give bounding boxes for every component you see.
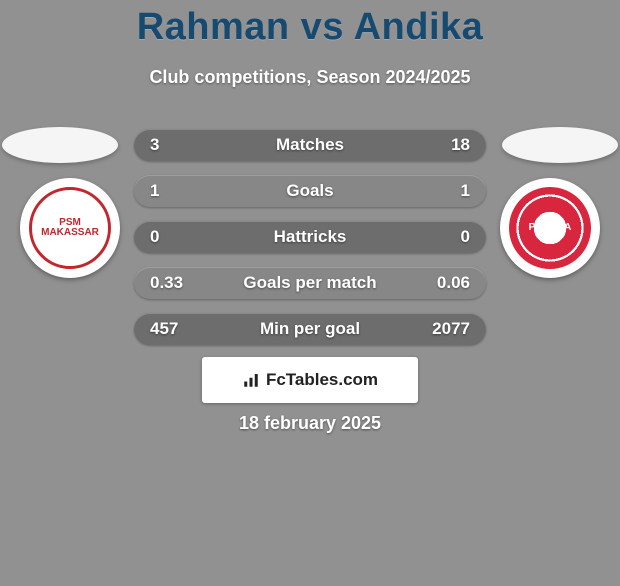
stat-row: 0Hattricks0 bbox=[134, 221, 486, 253]
stat-value-right: 0 bbox=[410, 227, 470, 247]
stat-label: Hattricks bbox=[210, 227, 410, 247]
stat-value-right: 1 bbox=[410, 181, 470, 201]
bar-chart-icon bbox=[242, 371, 260, 389]
subtitle: Club competitions, Season 2024/2025 bbox=[0, 67, 620, 88]
stat-label: Matches bbox=[210, 135, 410, 155]
stat-row: 457Min per goal2077 bbox=[134, 313, 486, 345]
date-label: 18 february 2025 bbox=[0, 413, 620, 434]
stat-value-left: 457 bbox=[150, 319, 210, 339]
stat-row: 3Matches18 bbox=[134, 129, 486, 161]
stat-value-left: 3 bbox=[150, 135, 210, 155]
player-photo-left bbox=[2, 127, 118, 163]
page-title: Rahman vs Andika bbox=[0, 6, 620, 49]
stat-label: Goals bbox=[210, 181, 410, 201]
stat-label: Goals per match bbox=[210, 273, 410, 293]
stats-table: 3Matches18 1Goals1 0Hattricks0 0.33Goals pe… bbox=[134, 129, 486, 359]
stat-label: Min per goal bbox=[210, 319, 410, 339]
club-badge-left-label: PSM MAKASSAR bbox=[29, 187, 111, 269]
stat-row: 0.33Goals per match0.06 bbox=[134, 267, 486, 299]
stat-value-left: 1 bbox=[150, 181, 210, 201]
club-badge-left: PSM MAKASSAR bbox=[20, 178, 120, 278]
club-badge-right-label: PERSIJA bbox=[509, 187, 591, 269]
player-photo-right bbox=[502, 127, 618, 163]
stat-row: 1Goals1 bbox=[134, 175, 486, 207]
stat-value-left: 0.33 bbox=[150, 273, 210, 293]
club-badge-right: PERSIJA bbox=[500, 178, 600, 278]
stat-value-left: 0 bbox=[150, 227, 210, 247]
brand-logo[interactable]: FcTables.com bbox=[202, 357, 418, 403]
stat-value-right: 18 bbox=[410, 135, 470, 155]
brand-text: FcTables.com bbox=[266, 370, 378, 390]
stat-value-right: 2077 bbox=[410, 319, 470, 339]
stat-value-right: 0.06 bbox=[410, 273, 470, 293]
